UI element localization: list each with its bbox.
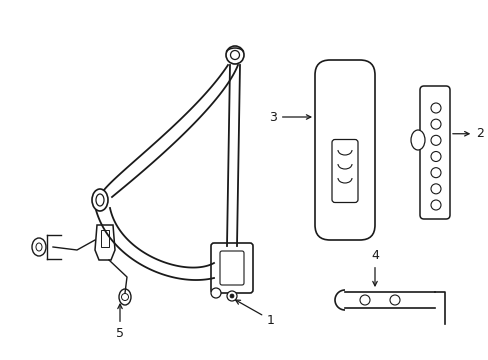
FancyBboxPatch shape bbox=[210, 243, 252, 293]
Text: 1: 1 bbox=[235, 300, 274, 327]
Ellipse shape bbox=[32, 238, 46, 256]
FancyBboxPatch shape bbox=[331, 140, 357, 202]
Circle shape bbox=[121, 293, 128, 301]
Circle shape bbox=[430, 152, 440, 162]
Circle shape bbox=[359, 295, 369, 305]
Text: 3: 3 bbox=[268, 111, 310, 123]
Text: 5: 5 bbox=[116, 304, 124, 340]
Circle shape bbox=[225, 46, 244, 64]
Ellipse shape bbox=[92, 189, 108, 211]
Circle shape bbox=[389, 295, 399, 305]
Circle shape bbox=[430, 200, 440, 210]
Ellipse shape bbox=[96, 194, 104, 206]
Ellipse shape bbox=[410, 130, 424, 150]
Text: 2: 2 bbox=[452, 127, 483, 140]
FancyBboxPatch shape bbox=[220, 251, 244, 285]
Ellipse shape bbox=[36, 243, 42, 251]
Ellipse shape bbox=[119, 289, 131, 305]
Polygon shape bbox=[101, 230, 109, 247]
Circle shape bbox=[226, 291, 237, 301]
Circle shape bbox=[229, 294, 234, 298]
Circle shape bbox=[430, 119, 440, 129]
Circle shape bbox=[430, 135, 440, 145]
Circle shape bbox=[430, 168, 440, 178]
Circle shape bbox=[430, 184, 440, 194]
Circle shape bbox=[230, 50, 239, 59]
Polygon shape bbox=[95, 225, 115, 260]
FancyBboxPatch shape bbox=[419, 86, 449, 219]
Text: 4: 4 bbox=[370, 249, 378, 286]
FancyBboxPatch shape bbox=[314, 60, 374, 240]
Circle shape bbox=[430, 103, 440, 113]
Circle shape bbox=[210, 288, 221, 298]
